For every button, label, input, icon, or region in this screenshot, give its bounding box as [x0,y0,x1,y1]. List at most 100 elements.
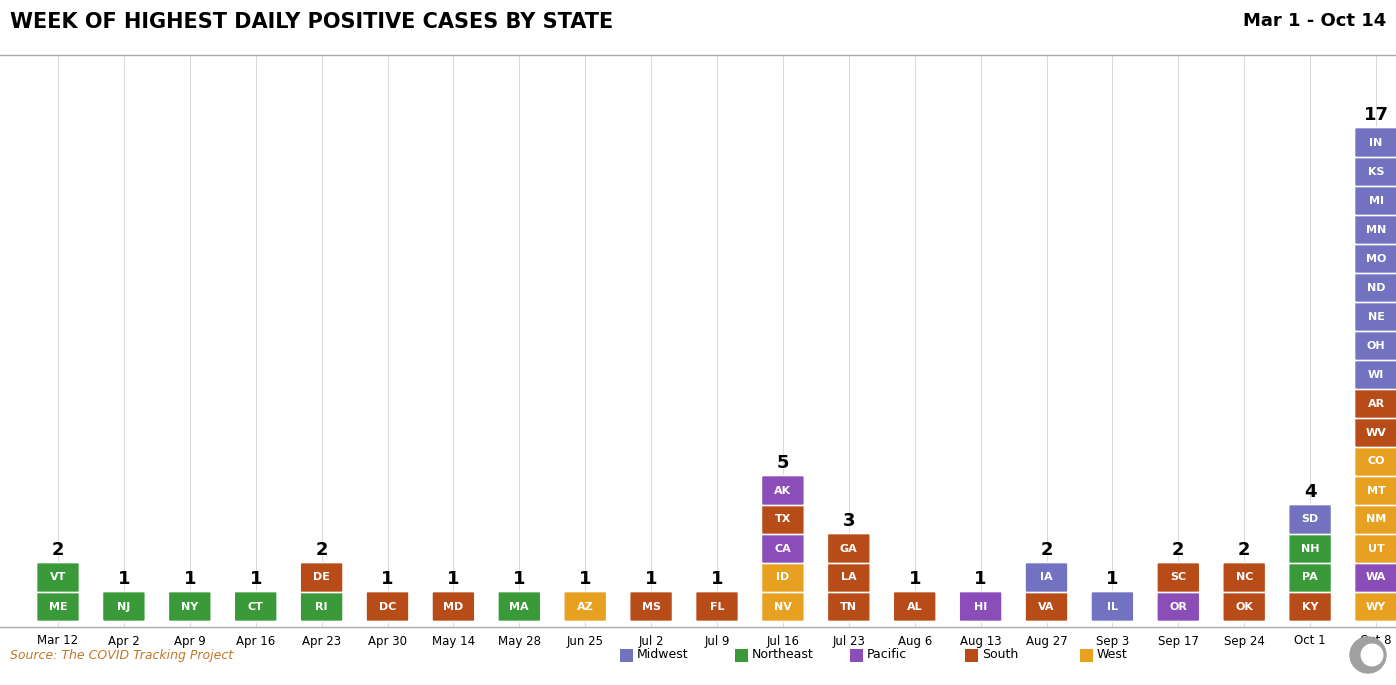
Text: VT: VT [50,573,66,582]
Text: MS: MS [642,601,660,612]
FancyBboxPatch shape [1354,475,1396,506]
FancyBboxPatch shape [1354,301,1396,332]
FancyBboxPatch shape [695,592,738,621]
Text: Apr 16: Apr 16 [236,634,275,647]
Text: TN: TN [840,601,857,612]
FancyBboxPatch shape [620,649,632,662]
Text: Jun 25: Jun 25 [567,634,603,647]
Text: Sep 24: Sep 24 [1224,634,1265,647]
Text: May 14: May 14 [431,634,475,647]
Text: Apr 2: Apr 2 [107,634,140,647]
FancyBboxPatch shape [36,562,80,593]
FancyBboxPatch shape [1354,243,1396,273]
FancyBboxPatch shape [1223,592,1266,621]
FancyBboxPatch shape [1223,562,1266,593]
Text: SC: SC [1170,573,1187,582]
Text: Apr 30: Apr 30 [369,634,408,647]
FancyBboxPatch shape [761,562,804,593]
FancyBboxPatch shape [965,649,979,662]
Text: MN: MN [1365,225,1386,234]
FancyBboxPatch shape [300,562,343,593]
Text: OR: OR [1170,601,1187,612]
Text: 5: 5 [776,454,789,472]
Text: 1: 1 [250,570,262,588]
Text: 1: 1 [645,570,658,588]
Text: South: South [981,649,1018,662]
Text: Jul 16: Jul 16 [766,634,800,647]
Text: PA: PA [1302,573,1318,582]
FancyBboxPatch shape [1289,592,1332,621]
FancyBboxPatch shape [431,592,475,621]
Text: Pacific: Pacific [867,649,907,662]
FancyBboxPatch shape [828,562,870,593]
Text: NH: NH [1301,543,1319,553]
Text: 1: 1 [579,570,592,588]
Text: 1: 1 [447,570,459,588]
Text: Sep 3: Sep 3 [1096,634,1129,647]
Text: WEEK OF HIGHEST DAILY POSITIVE CASES BY STATE: WEEK OF HIGHEST DAILY POSITIVE CASES BY … [10,12,613,32]
FancyBboxPatch shape [1354,562,1396,593]
Text: 2: 2 [52,541,64,559]
Text: RI: RI [315,601,328,612]
Text: IL: IL [1107,601,1118,612]
Text: Jul 9: Jul 9 [704,634,730,647]
FancyBboxPatch shape [498,592,540,621]
Text: LA: LA [840,573,857,582]
Text: NJ: NJ [117,601,130,612]
Text: HI: HI [974,601,987,612]
Text: DC: DC [378,601,396,612]
Text: AZ: AZ [577,601,593,612]
Text: 1: 1 [1106,570,1118,588]
Text: Apr 23: Apr 23 [302,634,341,647]
Text: GA: GA [840,543,857,553]
Text: IA: IA [1040,573,1053,582]
FancyBboxPatch shape [1354,330,1396,360]
Text: 1: 1 [381,570,394,588]
FancyBboxPatch shape [736,649,748,662]
Text: NC: NC [1235,573,1252,582]
FancyBboxPatch shape [1354,534,1396,564]
Text: 4: 4 [1304,483,1316,501]
Text: 2: 2 [1040,541,1053,559]
Text: MA: MA [510,601,529,612]
Text: WI: WI [1368,369,1383,379]
FancyBboxPatch shape [1025,562,1068,593]
Text: IN: IN [1369,138,1382,147]
FancyBboxPatch shape [1157,592,1199,621]
FancyBboxPatch shape [761,592,804,621]
Text: ID: ID [776,573,790,582]
FancyBboxPatch shape [1354,592,1396,621]
Text: Oct 8: Oct 8 [1360,634,1392,647]
Text: Oct 1: Oct 1 [1294,634,1326,647]
Text: OK: OK [1235,601,1254,612]
FancyBboxPatch shape [1354,273,1396,303]
FancyBboxPatch shape [1289,562,1332,593]
FancyBboxPatch shape [366,592,409,621]
Text: NE: NE [1368,312,1385,321]
FancyBboxPatch shape [300,592,343,621]
Text: OH: OH [1367,340,1385,351]
Text: WY: WY [1365,601,1386,612]
Text: Midwest: Midwest [637,649,688,662]
FancyBboxPatch shape [1354,360,1396,390]
FancyBboxPatch shape [761,504,804,534]
FancyBboxPatch shape [235,592,278,621]
Text: 1: 1 [974,570,987,588]
Text: WV: WV [1365,427,1386,438]
Text: 2: 2 [315,541,328,559]
FancyBboxPatch shape [1289,504,1332,534]
FancyBboxPatch shape [959,592,1002,621]
Text: Source: The COVID Tracking Project: Source: The COVID Tracking Project [10,649,233,662]
Text: 1: 1 [909,570,921,588]
FancyBboxPatch shape [761,475,804,506]
Text: CA: CA [775,543,792,553]
Text: 2: 2 [1173,541,1185,559]
Text: Aug 27: Aug 27 [1026,634,1068,647]
FancyBboxPatch shape [169,592,211,621]
Text: UT: UT [1368,543,1385,553]
FancyBboxPatch shape [1081,649,1093,662]
FancyBboxPatch shape [1354,214,1396,245]
FancyBboxPatch shape [1289,534,1332,564]
FancyBboxPatch shape [1354,127,1396,158]
Text: 1: 1 [514,570,525,588]
